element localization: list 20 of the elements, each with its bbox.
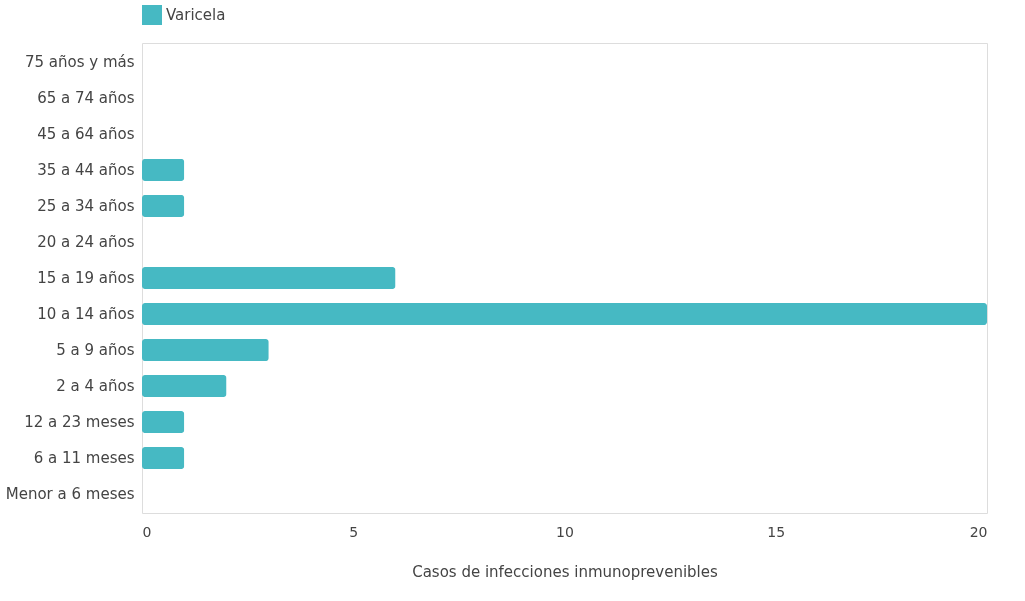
y-tick-label: 15 a 19 años <box>37 269 135 287</box>
y-tick-label: 35 a 44 años <box>37 160 135 179</box>
y-tick-label: 6 a 11 meses <box>33 449 135 468</box>
legend-label: Varicela <box>166 6 226 24</box>
y-tick-label: 65 a 74 años <box>37 88 135 107</box>
x-tick-label: 15 <box>767 523 786 540</box>
y-tick-label: 10 a 14 años <box>37 305 135 324</box>
y-tick-label: 75 años y más <box>24 52 135 71</box>
x-tick-label: 10 <box>556 523 574 540</box>
y-tick-label: Menor a 6 meses <box>5 485 135 504</box>
y-tick-label: 45 a 64 años <box>37 124 135 143</box>
x-tick-label: 20 <box>969 523 988 540</box>
x-tick-label: 0 <box>142 523 152 540</box>
y-tick-label: 12 a 23 meses <box>24 413 135 432</box>
y-tick-label: 20 a 24 años <box>37 232 135 251</box>
y-tick-label: 5 a 9 años <box>56 341 135 360</box>
y-tick-label: 25 a 34 años <box>37 196 135 215</box>
y-tick-label: 2 a 4 años <box>56 377 135 396</box>
x-axis-title: Casos de infecciones inmunoprevenibles <box>412 562 719 581</box>
x-tick-label: 5 <box>349 523 359 540</box>
